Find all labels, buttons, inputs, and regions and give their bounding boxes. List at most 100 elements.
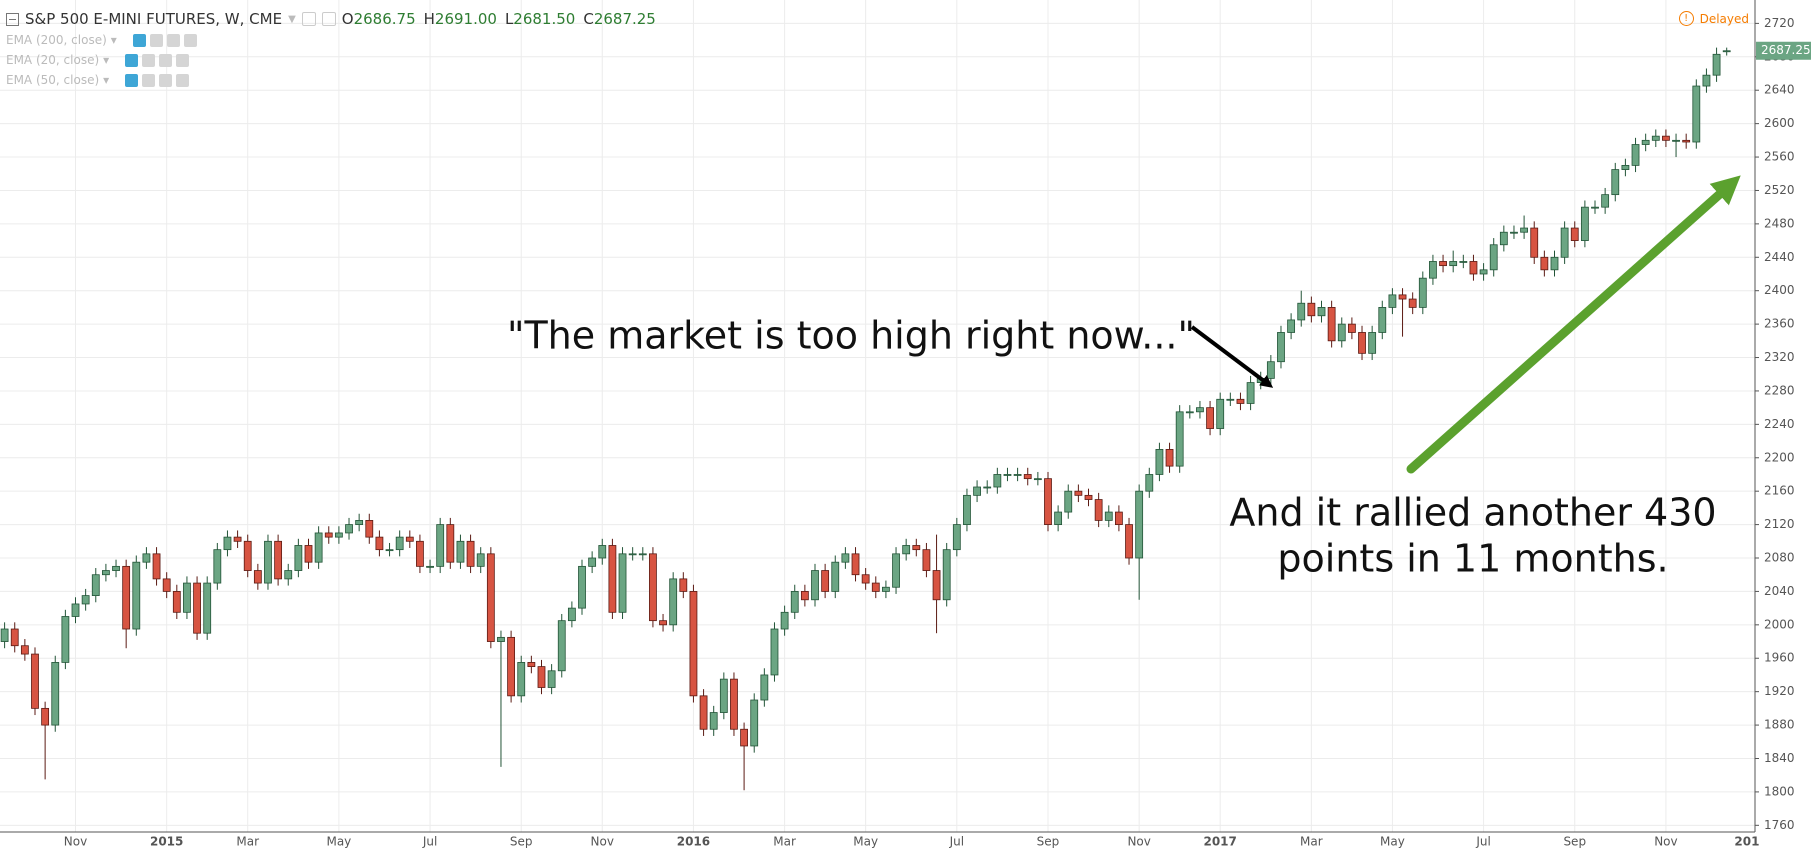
quote-value: 2686.75 bbox=[353, 10, 416, 28]
remove-icon[interactable] bbox=[176, 73, 190, 87]
candle-body bbox=[841, 553, 850, 563]
add-icon[interactable] bbox=[159, 73, 173, 87]
quote-value: 2687.25 bbox=[593, 10, 656, 28]
settings-icon[interactable] bbox=[142, 73, 156, 87]
candle-body bbox=[750, 699, 759, 747]
delayed-status[interactable]: ! Delayed bbox=[1678, 11, 1749, 26]
candle-body bbox=[102, 570, 110, 576]
y-tick-label: 2720 bbox=[1764, 16, 1795, 30]
settings-icon[interactable] bbox=[142, 53, 156, 67]
candle-body bbox=[1611, 169, 1620, 196]
y-tick-label: 2200 bbox=[1764, 450, 1795, 464]
y-tick-label: 2560 bbox=[1764, 150, 1795, 164]
candle-body bbox=[284, 570, 293, 580]
candle-body bbox=[1601, 194, 1610, 208]
add-icon[interactable] bbox=[159, 53, 173, 67]
candle-body bbox=[142, 553, 151, 563]
candle-body bbox=[547, 670, 556, 688]
candle-body bbox=[1672, 139, 1680, 142]
candle-body bbox=[861, 574, 870, 584]
candle-body bbox=[476, 553, 485, 567]
candle-body bbox=[871, 582, 880, 592]
dropdown-arrow[interactable]: ▾ bbox=[103, 73, 110, 87]
x-tick-label: Jul bbox=[422, 835, 437, 849]
candle-body bbox=[1266, 361, 1275, 379]
candle-body bbox=[1094, 499, 1103, 521]
y-tick-label: 2080 bbox=[1764, 551, 1795, 565]
candle-body bbox=[1651, 135, 1660, 141]
candle-body bbox=[203, 582, 212, 634]
candle-body bbox=[1560, 227, 1569, 258]
add-icon[interactable] bbox=[166, 33, 180, 47]
settings-icon[interactable] bbox=[321, 12, 336, 26]
candle-body bbox=[1449, 261, 1458, 267]
eye-icon[interactable] bbox=[132, 33, 146, 47]
candle-body bbox=[1722, 50, 1731, 53]
candle-body bbox=[436, 524, 445, 567]
x-tick-label: May bbox=[1380, 835, 1405, 849]
x-tick-label: May bbox=[853, 835, 878, 849]
indicator-row: EMA (200, close) ▾ bbox=[6, 33, 197, 47]
candle-body bbox=[719, 678, 728, 713]
candle-body bbox=[395, 536, 404, 551]
candle-body bbox=[649, 553, 657, 622]
candle-body bbox=[689, 591, 698, 697]
candle-body bbox=[71, 603, 80, 617]
candle-body bbox=[1084, 494, 1093, 500]
candle-body bbox=[1368, 332, 1377, 354]
candle-body bbox=[1175, 411, 1184, 467]
candle-body bbox=[152, 553, 161, 580]
candle-body bbox=[628, 553, 637, 556]
eye-icon[interactable] bbox=[301, 12, 316, 26]
candle-body bbox=[1125, 524, 1133, 559]
candle-body bbox=[253, 570, 262, 584]
candle-body bbox=[223, 536, 232, 551]
candle-body bbox=[132, 561, 141, 630]
eye-icon[interactable] bbox=[125, 73, 139, 87]
candle-body bbox=[760, 674, 769, 701]
candle-body bbox=[1702, 74, 1711, 87]
candle-body bbox=[172, 591, 181, 613]
candle-body bbox=[345, 524, 353, 534]
indicator-label: EMA (50, close) bbox=[6, 73, 100, 87]
dropdown-arrow[interactable]: ▾ bbox=[103, 53, 110, 67]
candle-body bbox=[780, 611, 789, 630]
candle-body bbox=[1297, 302, 1306, 321]
candle-body bbox=[659, 620, 667, 626]
candle-body bbox=[1550, 256, 1559, 271]
remove-icon[interactable] bbox=[176, 53, 190, 67]
settings-icon[interactable] bbox=[149, 33, 163, 47]
x-tick-label: Sep bbox=[1563, 835, 1586, 849]
dropdown-arrow[interactable]: ▾ bbox=[110, 33, 117, 47]
candle-body bbox=[709, 712, 718, 730]
annotation-arrow bbox=[1190, 325, 1274, 388]
candle-body bbox=[790, 591, 799, 613]
candle-body bbox=[1469, 261, 1478, 275]
info-icon: ! bbox=[1678, 11, 1694, 26]
collapse-button[interactable] bbox=[6, 12, 19, 26]
y-tick-label: 2480 bbox=[1764, 216, 1795, 230]
quote-letter: L bbox=[504, 10, 514, 28]
candle-body bbox=[638, 553, 647, 556]
candle-body bbox=[1347, 323, 1356, 333]
candle-body bbox=[679, 578, 688, 592]
y-tick-label: 2320 bbox=[1764, 350, 1795, 364]
candle-body bbox=[1023, 474, 1032, 480]
y-tick-label: 2040 bbox=[1764, 584, 1795, 598]
candle-body bbox=[1358, 332, 1366, 354]
candle-body bbox=[932, 570, 941, 601]
x-tick-label: Nov bbox=[1127, 835, 1150, 849]
eye-icon[interactable] bbox=[125, 53, 139, 67]
candle-body bbox=[1398, 294, 1407, 300]
remove-icon[interactable] bbox=[183, 33, 197, 47]
dropdown-arrow[interactable]: ▼ bbox=[288, 13, 296, 25]
quote-letter: O bbox=[341, 10, 354, 28]
x-tick-label: Nov bbox=[591, 835, 614, 849]
candle-body bbox=[1044, 478, 1052, 525]
indicator-label: EMA (200, close) bbox=[6, 33, 107, 47]
candle-body bbox=[952, 524, 961, 551]
y-tick-label: 2360 bbox=[1764, 317, 1795, 331]
candle-body bbox=[821, 570, 830, 592]
candle-body bbox=[243, 540, 252, 571]
